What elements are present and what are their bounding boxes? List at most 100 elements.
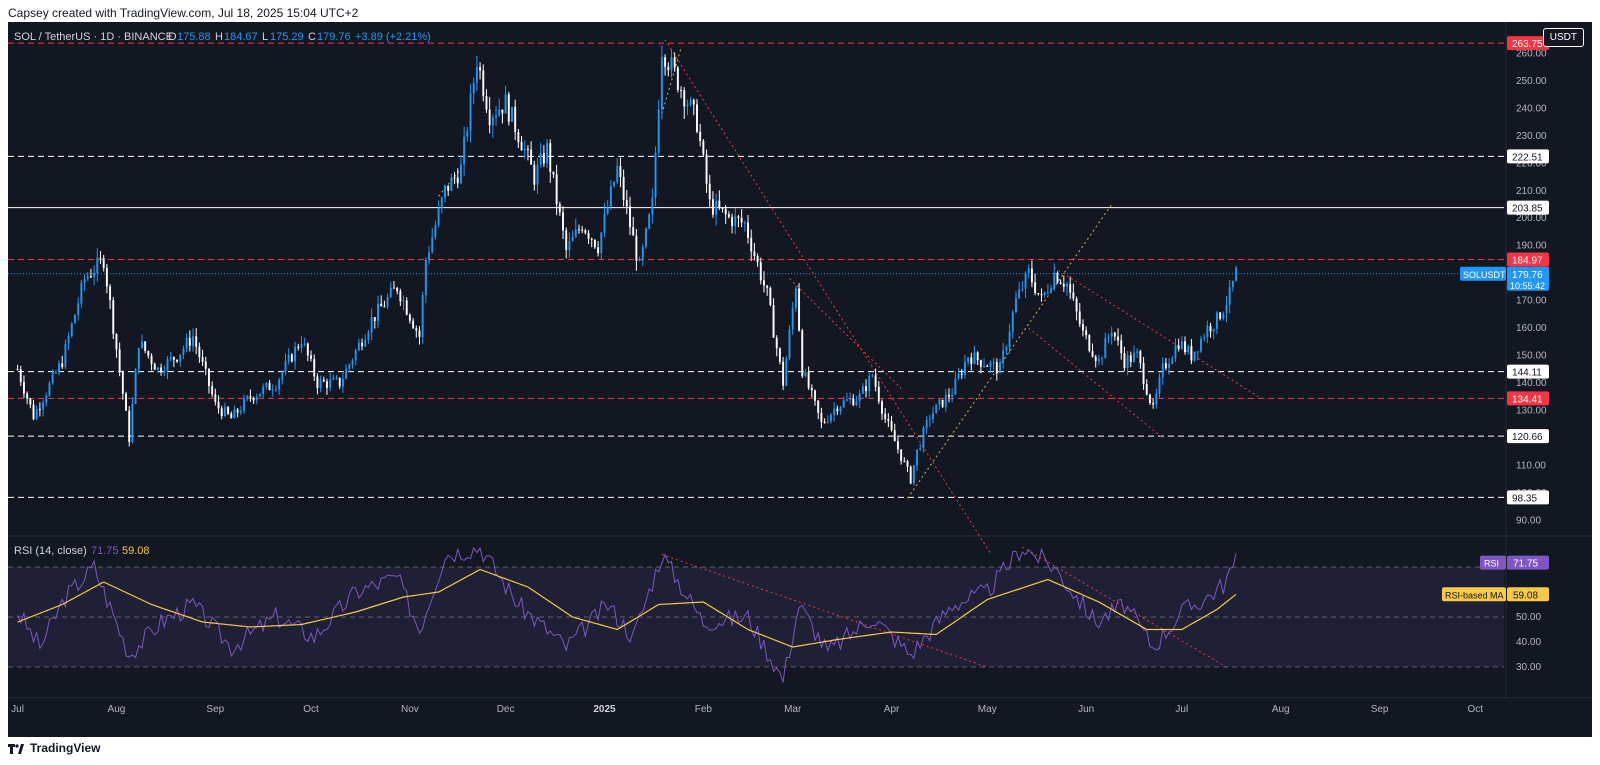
candle-body [58,363,60,373]
candle-body [444,185,446,198]
candle-body [1133,352,1135,362]
candle-body [530,149,533,165]
candle-body [16,369,19,371]
candle-body [644,228,647,247]
candle-body [896,441,899,450]
price-tick-label: 200.00 [1516,213,1547,224]
caption: Capsey created with TradingView.com, Jul… [8,6,359,20]
time-tick-label: Jul [1175,704,1188,715]
price-tick-label: 250.00 [1516,76,1547,87]
candle-body [893,430,896,442]
candle-body [1110,332,1113,337]
candle-body [259,393,261,397]
candle-body [724,208,727,215]
candle-body [1142,363,1145,385]
candle-body [1005,347,1008,351]
candle-body [833,408,836,415]
candle-body [1129,355,1132,362]
candle-body [963,361,966,375]
candle-body [571,236,574,242]
price-axis[interactable]: 90.00100.00110.00120.00130.00140.00150.0… [1442,36,1549,673]
candle-body [424,260,427,296]
candle-body [995,362,998,374]
candle-body [341,378,344,387]
candle-body [504,94,507,114]
candle-body [469,93,472,131]
candle-body [881,401,883,414]
candle-body [778,348,781,362]
candle-body [125,393,127,411]
candle-body [1037,293,1040,295]
candle-body [271,389,274,391]
candle-body [1008,331,1011,348]
candle-body [421,295,424,337]
candle-body [345,368,348,379]
candle-body [804,372,807,376]
candle-body [1002,350,1005,363]
candle-body [511,106,513,122]
candle-body [861,386,864,394]
candle-body [960,373,963,375]
level-tag-text: 263.75 [1512,39,1543,50]
candle-body [303,343,306,345]
candle-body [105,267,108,287]
candle-body [230,413,233,419]
candle-body [294,346,297,362]
candle-body [1152,403,1155,405]
candle-body [147,351,150,356]
candle-body [855,401,858,406]
candle-body [613,181,616,187]
candle-body [96,257,99,274]
candle-body [1180,341,1183,349]
candle-body [507,94,510,122]
candle-body [475,67,478,83]
ohlc-close-label: C [308,31,316,43]
candle-body [699,131,702,141]
candle-body [705,154,708,184]
candle-body [255,396,258,401]
candle-body [1228,287,1231,305]
candle-body [622,177,625,200]
chart-panel[interactable]: 90.00100.00110.00120.00130.00140.00150.0… [8,22,1592,737]
candle-body [903,461,906,463]
candle-body [526,148,529,150]
candle-body [750,237,753,252]
candle-body [1184,341,1186,353]
candle-body [817,400,820,413]
candle-body [1085,330,1088,336]
candle-body [823,422,826,424]
candle-body [169,356,172,359]
candle-body [316,376,319,389]
candle-body [393,287,395,289]
ohlc-change: +3.89 (+2.21%) [355,31,431,43]
candle-body [182,348,185,355]
candle-body [211,386,214,395]
candle-body [676,67,679,90]
level-tag-text: 120.66 [1512,432,1543,443]
candle-body [858,393,861,402]
candle-body [377,303,379,321]
candle-body [772,305,775,338]
candle-body [1030,268,1033,283]
level-tag-text: 144.11 [1512,368,1542,379]
level-tag-text: 222.51 [1512,152,1543,163]
candle-body [584,230,587,233]
candle-body [868,375,871,392]
candle-body [284,361,287,373]
candle-body [109,286,112,301]
candle-body [176,359,179,362]
candle-body [845,399,848,401]
trendline [438,168,462,197]
candle-body [166,358,169,372]
candle-body [686,104,689,107]
candle-body [163,371,166,373]
candle-body [38,409,41,411]
chart-svg[interactable]: 90.00100.00110.00120.00130.00140.00150.0… [8,22,1592,737]
candle-body [1215,312,1218,330]
candle-body [1072,292,1075,299]
currency-button[interactable]: USDT [1542,28,1584,47]
candle-body [198,346,201,358]
candle-body [1158,377,1161,394]
time-axis[interactable]: Jul Aug Sep Oct Nov Dec 2025 Feb Mar Apr May Jun Jul… [11,704,1483,715]
candle-body [1203,337,1206,339]
